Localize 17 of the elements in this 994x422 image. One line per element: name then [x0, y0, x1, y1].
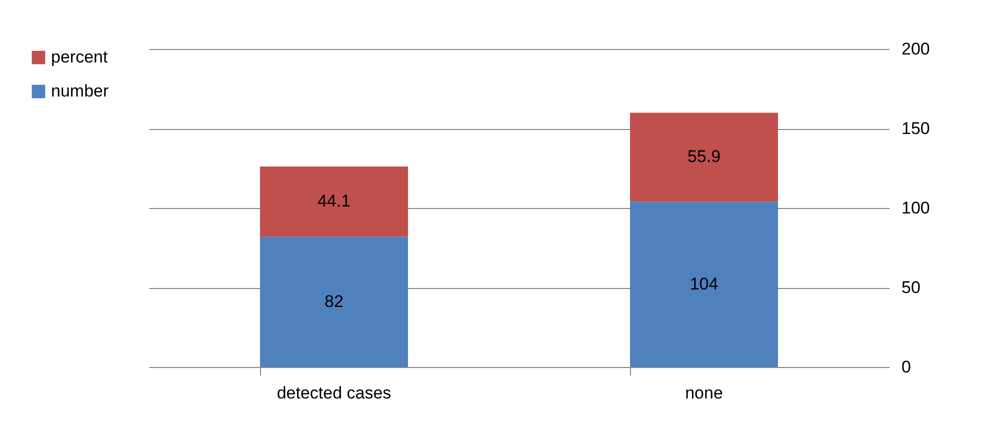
y-tick-label: 100	[902, 198, 930, 218]
y-tick-label: 200	[902, 40, 930, 58]
data-label: 44.1	[317, 192, 351, 211]
bar	[260, 236, 408, 367]
y-tick-label: 0	[902, 358, 911, 376]
data-label: 104	[690, 274, 718, 294]
x-tick-label: none	[685, 384, 723, 402]
legend-label: number	[51, 82, 109, 100]
bar	[630, 112, 778, 202]
x-tick-label: detected cases	[276, 384, 392, 402]
bar	[260, 166, 408, 237]
bar	[630, 202, 778, 367]
y-tick-label: 50	[902, 278, 920, 297]
data-label: 82	[324, 292, 344, 311]
y-tick-label: 150	[902, 119, 930, 138]
legend-label: percent	[51, 48, 108, 66]
data-label: 55.9	[687, 147, 721, 166]
